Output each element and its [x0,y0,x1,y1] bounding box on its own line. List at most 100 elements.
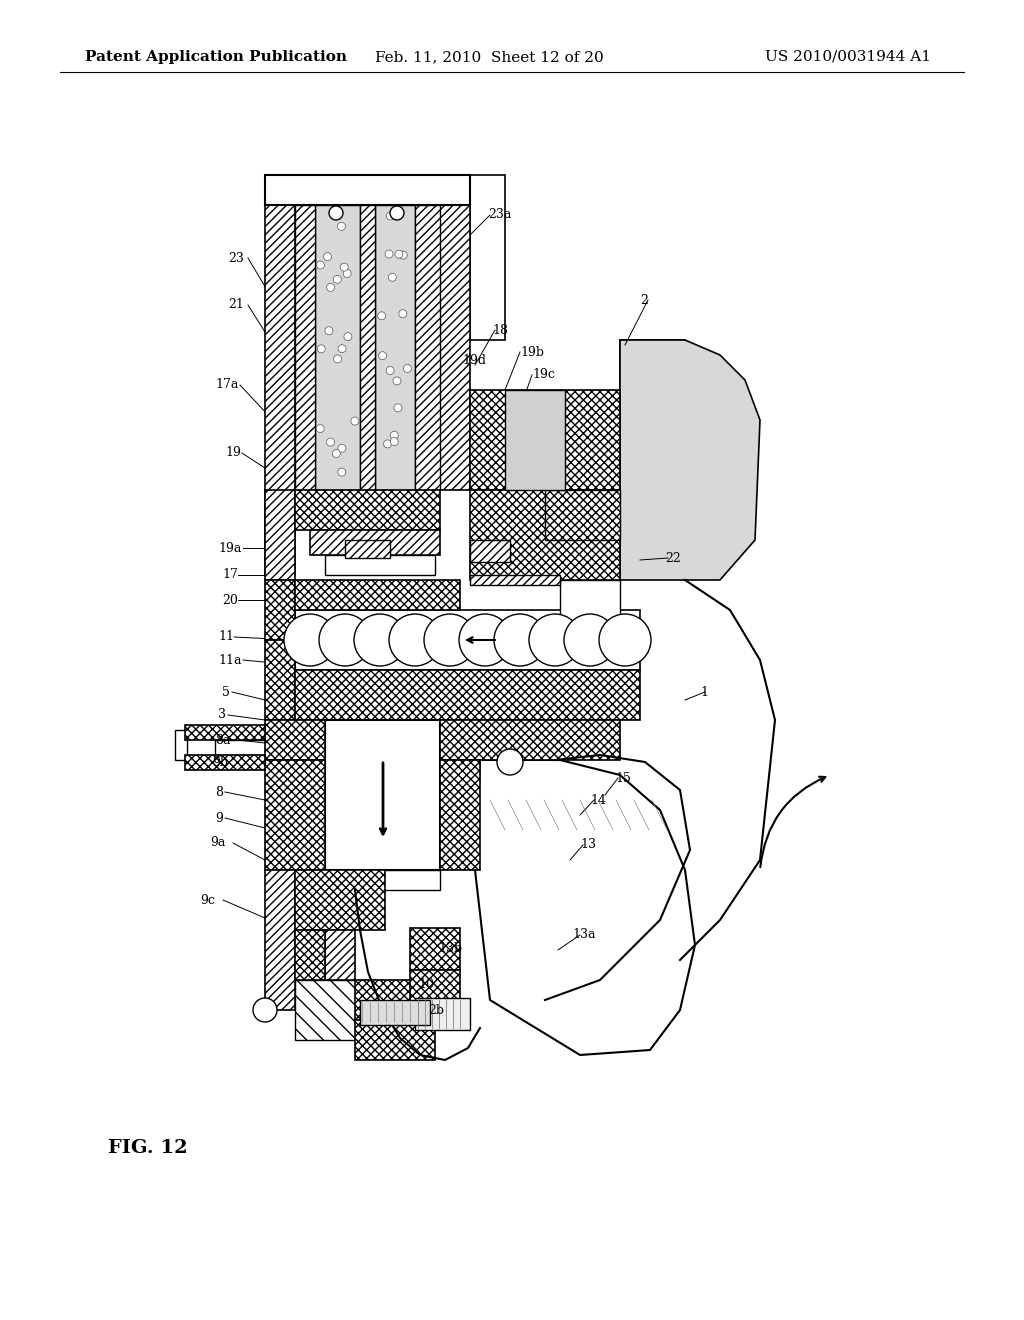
Circle shape [354,614,406,667]
Circle shape [344,333,352,341]
Bar [360,1001,430,1026]
Circle shape [378,312,386,319]
Bar [505,389,565,490]
Bar [325,554,435,576]
Text: 10: 10 [418,978,434,991]
Bar [325,719,440,870]
Text: US 2010/0031944 A1: US 2010/0031944 A1 [765,50,931,63]
Circle shape [395,251,402,259]
Circle shape [327,284,335,292]
Text: 9: 9 [215,812,223,825]
Text: 23a: 23a [488,209,511,222]
Text: 15: 15 [615,771,631,784]
Circle shape [343,269,351,277]
Bar [360,205,375,490]
Bar [415,205,440,490]
Bar [355,979,435,1020]
Bar [375,205,415,490]
Circle shape [390,437,398,446]
Text: 1: 1 [700,685,708,698]
Text: 22: 22 [665,552,681,565]
Circle shape [459,614,511,667]
Circle shape [497,748,523,775]
Text: 13b: 13b [438,941,462,954]
Circle shape [334,276,341,284]
Bar [185,755,265,770]
Text: 11a: 11a [218,653,242,667]
Text: 19a: 19a [218,541,242,554]
Circle shape [333,450,340,458]
Circle shape [338,223,345,231]
Circle shape [564,614,616,667]
Bar [470,540,510,562]
Polygon shape [475,760,695,1055]
Text: 5: 5 [222,685,229,698]
Bar [315,205,360,490]
Text: 13a: 13a [572,928,596,941]
Text: 17: 17 [222,569,238,582]
Circle shape [379,351,387,359]
Text: 8a: 8a [215,734,230,747]
Circle shape [316,425,325,433]
Bar [185,725,265,741]
Bar [620,341,685,490]
Circle shape [390,432,398,440]
Text: FIG. 12: FIG. 12 [108,1139,187,1158]
Bar [470,389,620,490]
Bar [265,490,295,579]
Circle shape [340,263,348,271]
Bar [265,176,470,205]
Circle shape [403,364,412,372]
PathPatch shape [620,341,760,579]
Bar [470,176,505,341]
Circle shape [338,469,346,477]
Bar [295,610,640,671]
Text: 2: 2 [640,293,648,306]
Bar [440,760,480,870]
Circle shape [386,367,394,375]
Text: 19c: 19c [532,368,555,381]
Circle shape [393,378,401,385]
Text: 20: 20 [222,594,238,606]
Circle shape [319,614,371,667]
Bar [295,931,325,979]
Text: 9c: 9c [200,894,215,907]
Text: 8: 8 [215,785,223,799]
Bar [295,490,440,531]
Bar [470,576,560,585]
Circle shape [394,404,401,412]
Bar [410,928,460,970]
Bar [350,890,380,920]
Circle shape [338,445,346,453]
Circle shape [599,614,651,667]
Bar [440,176,470,490]
Text: 9b: 9b [212,755,228,768]
Circle shape [325,327,333,335]
Bar [560,579,620,640]
Bar [295,671,640,719]
Text: 19d: 19d [462,354,486,367]
Circle shape [386,213,394,220]
Text: 9a: 9a [210,837,225,850]
Circle shape [338,345,346,352]
Text: Patent Application Publication: Patent Application Publication [85,50,347,63]
Circle shape [329,206,343,220]
Circle shape [385,249,393,257]
Bar [325,931,355,979]
Circle shape [390,206,404,220]
Circle shape [316,261,325,269]
Text: 14: 14 [590,793,606,807]
Bar [215,741,265,755]
Bar [295,205,315,490]
Bar [265,640,295,719]
Circle shape [529,614,581,667]
Circle shape [399,251,408,259]
Bar [545,490,620,540]
Circle shape [253,998,278,1022]
Bar [470,554,560,576]
Circle shape [424,614,476,667]
Circle shape [351,417,358,425]
Circle shape [317,345,326,352]
Bar [310,531,440,554]
Circle shape [327,438,335,446]
